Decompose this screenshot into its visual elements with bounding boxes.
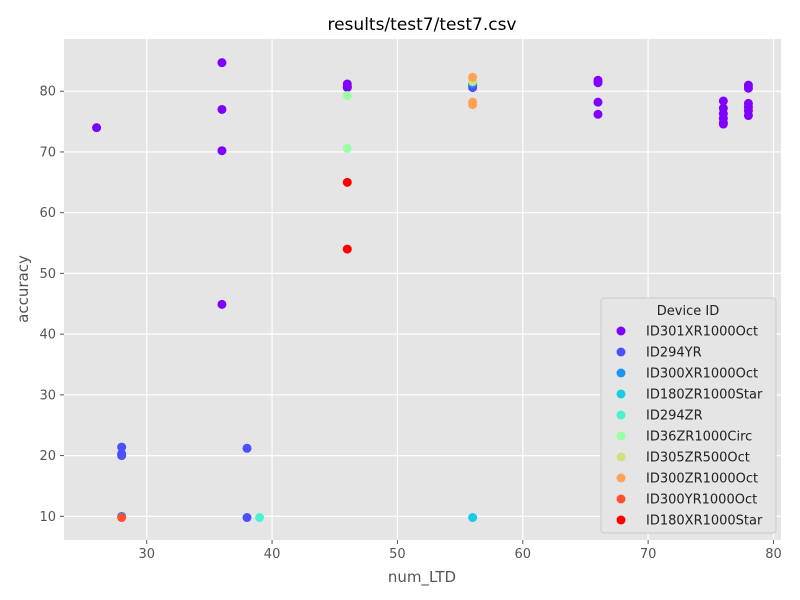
legend-entry-label: ID300ZR1000Oct [646,472,758,487]
x-tick-label: 50 [389,547,406,562]
legend-entry-label: ID36ZR1000Circ [646,430,752,445]
y-tick-label: 80 [39,85,56,100]
legend-title: Device ID [657,304,719,319]
y-tick-label: 70 [39,145,56,160]
y-tick-label: 40 [39,328,56,343]
x-axis-label: num_LTD [388,568,456,587]
y-tick-label: 60 [39,206,56,221]
legend: Device ID ID301XR1000Oct ID294YR ID300XR10… [600,297,777,534]
legend-entry-label: ID300XR1000Oct [646,367,758,382]
y-tick-label: 20 [39,449,56,464]
data-point [743,111,753,121]
legend-entry-label: ID180ZR1000Star [646,388,763,403]
data-point [117,442,127,452]
data-point [468,72,478,82]
data-points [92,58,753,523]
data-point [255,513,265,523]
legend-marker [616,368,626,378]
legend-marker [616,431,626,441]
data-point [743,83,753,93]
chart-title: results/test7/test7.csv [327,15,516,35]
y-tick-label: 50 [39,267,56,282]
y-tick-label: 30 [39,388,56,403]
data-point [217,104,227,114]
x-tick-label: 80 [765,547,782,562]
legend-entry-label: ID294YR [646,346,702,361]
legend-entry-label: ID300YR1000Oct [646,493,757,508]
data-point [593,109,603,119]
data-point [217,299,227,309]
data-point [718,96,728,106]
data-point [593,97,603,107]
legend-marker [616,473,626,483]
data-point [342,244,352,254]
legend-marker [616,389,626,399]
legend-entry-label: ID294ZR [646,409,703,424]
legend-marker [616,515,626,525]
data-point [593,78,603,88]
legend-entry-label: ID180XR1000Star [646,514,763,529]
legend-marker [616,326,626,336]
x-tick-label: 30 [138,547,155,562]
data-point [342,83,352,93]
legend-marker [616,347,626,357]
legend-entry-label: ID305ZR500Oct [646,451,750,466]
data-point [242,513,252,523]
data-point [468,513,478,523]
legend-marker [616,452,626,462]
data-point [117,513,127,523]
legend-entry-label: ID301XR1000Oct [646,325,758,340]
x-tick-label: 70 [640,547,657,562]
x-tick-label: 40 [264,547,281,562]
legend-marker [616,410,626,420]
data-point [217,58,227,68]
data-point [217,146,227,156]
data-point [342,143,352,153]
x-tick-label: 60 [515,547,532,562]
data-point [117,451,127,461]
legend-box [600,297,777,534]
y-axis-label: accuracy [14,255,32,323]
data-point [92,123,102,133]
axis-ticks: 30 40 50 60 70 80 10 20 30 40 50 60 70 80 [39,85,781,562]
data-point [242,443,252,453]
y-tick-label: 10 [39,510,56,525]
data-point [468,100,478,110]
legend-marker [616,494,626,504]
data-point [718,119,728,129]
data-point [342,90,352,100]
data-point [342,177,352,187]
